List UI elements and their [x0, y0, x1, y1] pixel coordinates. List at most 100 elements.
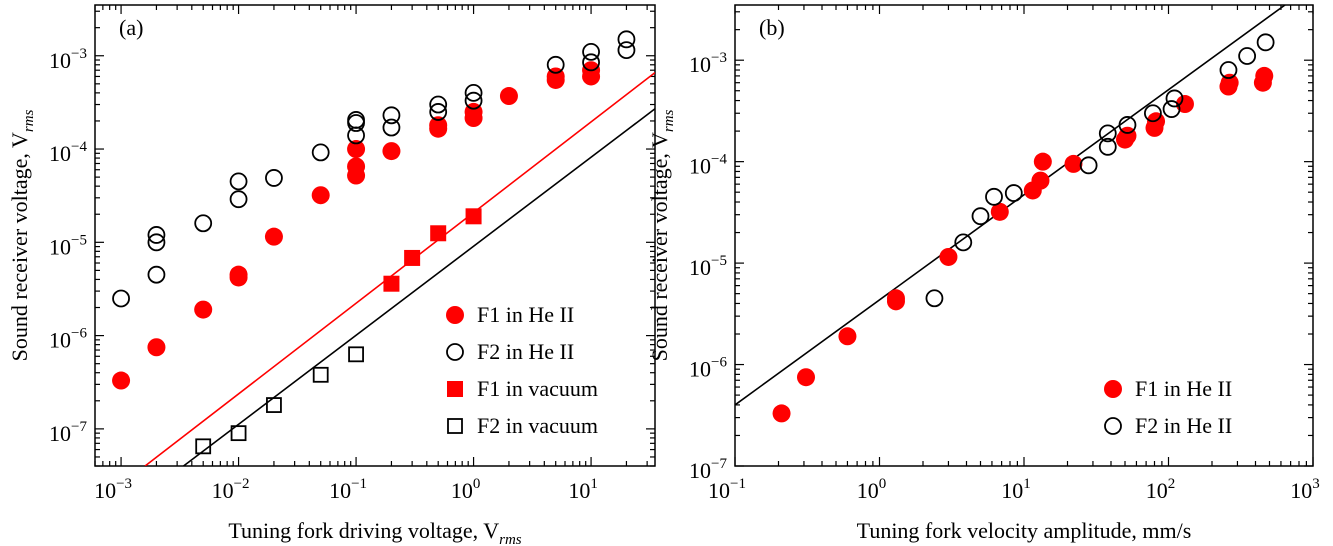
legend-marker	[447, 418, 463, 434]
tick-exponent: 1	[590, 476, 598, 492]
data-point	[147, 226, 166, 244]
data-point	[985, 187, 1003, 206]
tick-base: 10	[49, 48, 71, 73]
data-point	[311, 186, 330, 205]
data-point	[347, 140, 366, 159]
tick-base: 10	[94, 478, 116, 503]
tick-exponent: −4	[711, 152, 727, 168]
data-point	[347, 157, 366, 176]
fit-line	[735, 5, 1286, 406]
data-point	[1165, 89, 1184, 108]
xlabel-subscript: rms	[499, 532, 522, 546]
x-tick-label: 102	[1146, 476, 1176, 503]
series-3	[383, 208, 482, 292]
x-tick-label: 101	[568, 476, 598, 503]
plot-frame	[94, 4, 656, 467]
data-point	[194, 300, 213, 319]
tick-exponent: −7	[71, 419, 87, 435]
tick-exponent: 2	[1168, 476, 1176, 492]
y-tick-label: 10−4	[49, 139, 87, 166]
ylabel-subscript: rms	[661, 109, 677, 132]
data-point	[147, 265, 166, 284]
y-tick-label: 10−5	[49, 232, 87, 259]
x-axis-label: Tuning fork velocity amplitude, mm/s	[857, 518, 1192, 543]
data-point	[230, 425, 247, 442]
legend-label: F2 in He II	[1135, 413, 1232, 438]
tick-base: 10	[689, 458, 711, 483]
y-axis-label: Sound receiver voltage, Vrms	[7, 109, 37, 361]
series-2	[925, 33, 1275, 308]
data-point	[617, 30, 636, 49]
panel-label: (b)	[759, 15, 785, 40]
series-2	[112, 30, 636, 308]
data-point	[112, 289, 130, 308]
tick-exponent: 3	[1312, 476, 1320, 492]
legend-marker	[1104, 380, 1122, 398]
data-point	[1079, 156, 1098, 175]
y-axis-label: Sound receiver voltage, Vrms	[647, 109, 677, 361]
y-tick-label: 10−3	[689, 50, 727, 77]
tick-exponent: 1	[1023, 476, 1031, 492]
legend-label: F1 in He II	[1135, 376, 1232, 401]
legend: F1 in He II F2 in He II F1 in vacuum F2 in …	[446, 302, 598, 438]
data-point	[430, 225, 447, 242]
data-point	[382, 142, 401, 161]
tick-exponent: 0	[879, 476, 887, 492]
data-point	[1064, 154, 1083, 173]
tick-exponent: −3	[711, 50, 727, 66]
data-point	[266, 397, 282, 413]
fit-line	[144, 71, 655, 466]
tick-base: 10	[1001, 478, 1023, 503]
data-point	[265, 169, 283, 187]
tick-exponent: −1	[730, 476, 746, 492]
data-point	[229, 190, 248, 209]
legend-label: F2 in He II	[477, 339, 574, 364]
data-point	[194, 214, 213, 233]
data-point	[464, 83, 483, 102]
x-tick-label: 10−3	[94, 476, 132, 503]
ylabel-subscript: rms	[21, 109, 37, 132]
data-point	[1031, 171, 1050, 190]
x-tick-label: 10−1	[708, 476, 746, 503]
legend-marker	[447, 381, 463, 397]
tick-base: 10	[708, 478, 730, 503]
plot-area	[112, 30, 655, 466]
tick-base: 10	[451, 478, 473, 503]
data-point	[1256, 33, 1275, 52]
legend-label: F2 in vacuum	[477, 413, 598, 438]
data-point	[1238, 47, 1257, 65]
series-1	[772, 66, 1274, 423]
xlabel-text: Tuning fork velocity amplitude, mm/s	[857, 518, 1192, 543]
panel-label-text: (b)	[759, 15, 785, 40]
y-tick-label: 10−6	[689, 355, 727, 382]
data-point	[147, 338, 166, 357]
tick-exponent: 0	[473, 476, 481, 492]
panel-label-text: (a)	[119, 15, 143, 40]
data-point	[229, 265, 248, 284]
data-point	[312, 366, 329, 383]
tick-exponent: −5	[711, 253, 727, 269]
data-point	[939, 247, 958, 266]
data-point	[546, 55, 565, 74]
y-tick-label: 10−7	[689, 456, 727, 483]
legend-marker	[446, 306, 464, 324]
data-point	[1144, 104, 1162, 123]
x-tick-label: 100	[451, 476, 481, 503]
tick-base: 10	[689, 255, 711, 280]
x-tick-label: 101	[1001, 476, 1031, 503]
data-point	[382, 106, 401, 125]
ylabel-text: Sound receiver voltage, V	[647, 132, 672, 361]
data-point	[1004, 184, 1023, 202]
data-point	[429, 95, 448, 114]
data-point	[886, 289, 905, 308]
legend-label: F1 in vacuum	[477, 376, 598, 401]
x-tick-label: 10−1	[329, 476, 367, 503]
tick-base: 10	[689, 357, 711, 382]
data-point	[582, 53, 600, 72]
data-point	[1175, 95, 1194, 114]
ylabel-text: Sound receiver voltage, V	[7, 132, 32, 361]
chart-panel-a: 10−3 10−2 10−1 100 10110−710−610−510−410−3Tu…	[7, 4, 656, 546]
data-point	[112, 371, 131, 390]
data-point	[582, 42, 600, 61]
